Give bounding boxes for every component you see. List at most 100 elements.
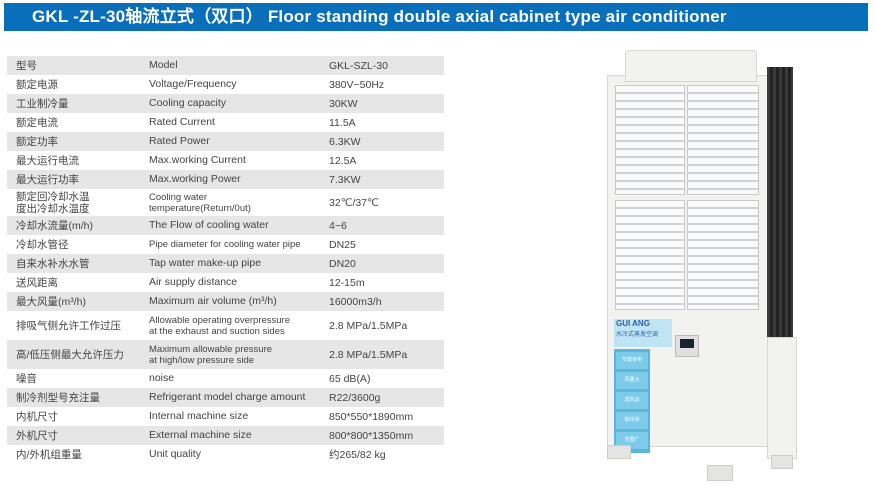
spec-table: 型号 Model GKL-SZL-30 额定电源 Voltage/Frequency 38… [7, 56, 444, 464]
feature-label: 节能省电 [616, 352, 648, 369]
spec-name-cn: 冷却水管径 [16, 238, 69, 251]
feature-label: 风量大 [616, 372, 648, 389]
spec-row: 额定电源 Voltage/Frequency 380V~50Hz [7, 75, 444, 94]
spec-name-cn: 工业制冷量 [16, 97, 69, 110]
spec-name-en: Tap water make-up pipe [149, 257, 262, 269]
foot [607, 445, 631, 459]
feature-label: 制冷快 [616, 412, 648, 429]
brand-logo: GUI ANG 水冷式蒸发空调 [614, 319, 672, 347]
spec-row: 内/外机组重量 Unit quality 约265/82 kg [7, 445, 444, 464]
air-grille [615, 85, 685, 195]
spec-name-en: Unit quality [149, 448, 201, 460]
spec-row: 最大运行功率 Max.working Power 7.3KW [7, 170, 444, 189]
air-grille [687, 200, 759, 310]
side-vent [767, 67, 793, 337]
spec-name-cn: 排吸气侧允许工作过压 [16, 319, 121, 332]
spec-name-cn: 最大运行功率 [16, 173, 79, 186]
spec-name-en: Air supply distance [149, 276, 238, 288]
spec-name-en: Rated Power [149, 135, 210, 147]
spec-row: 自来水补水水管 Tap water make-up pipe DN20 [7, 254, 444, 273]
brand-name: GUI ANG [616, 319, 650, 328]
spec-name-en: Cooling water temperature(Return/0ut) [149, 191, 251, 214]
spec-name-cn: 制冷剂型号充注量 [16, 391, 100, 404]
spec-row: 额定功率 Rated Power 6.3KW [7, 132, 444, 151]
spec-name-en: Rated Current [149, 116, 215, 128]
spec-row: 型号 Model GKL-SZL-30 [7, 56, 444, 75]
spec-value: 2.8 MPa/1.5MPa [329, 348, 408, 361]
spec-name-cn: 外机尺寸 [16, 429, 58, 442]
spec-name-cn: 冷却水流量(m/h) [16, 219, 93, 232]
spec-value: GKL-SZL-30 [329, 59, 388, 72]
spec-value: DN25 [329, 238, 356, 251]
product-image: GUI ANG 水冷式蒸发空调 节能省电 风量大 送风远 制冷快 范围广 [595, 45, 800, 485]
spec-value: 850*550*1890mm [329, 410, 414, 423]
cabinet-side [767, 337, 797, 459]
spec-name-en: The Flow of cooling water [149, 219, 269, 231]
spec-name-cn: 内/外机组重量 [16, 448, 82, 461]
spec-name-en: noise [149, 372, 175, 384]
spec-value: 30KW [329, 97, 358, 110]
foot [771, 455, 793, 469]
spec-name-en: Internal machine size [149, 410, 249, 422]
control-display [675, 335, 699, 357]
spec-name-en: Max.working Power [149, 173, 241, 185]
spec-name-cn: 额定功率 [16, 135, 58, 148]
spec-value: 2.8 MPa/1.5MPa [329, 319, 408, 332]
spec-value: 32℃/37℃ [329, 196, 379, 209]
feature-panel: 节能省电 风量大 送风远 制冷快 范围广 [614, 349, 650, 453]
spec-value: 12.5A [329, 154, 357, 167]
spec-row: 冷却水流量(m/h) The Flow of cooling water 4~6 [7, 216, 444, 235]
spec-row: 外机尺寸 External machine size 800*800*1350mm [7, 426, 444, 445]
air-grille [687, 85, 759, 195]
spec-row: 排吸气侧允许工作过压 Allowable operating overpressu… [7, 311, 444, 340]
spec-value: 4~6 [329, 219, 347, 232]
spec-name-cn: 额定回冷却水温 度出冷却水温度 [16, 190, 90, 215]
spec-name-cn: 送风距离 [16, 276, 58, 289]
foot [707, 465, 733, 481]
spec-name-cn: 内机尺寸 [16, 410, 58, 423]
spec-value: 6.3KW [329, 135, 361, 148]
spec-name-en: Voltage/Frequency [149, 78, 237, 90]
spec-value: 11.5A [329, 116, 356, 129]
spec-value: 65 dB(A) [329, 372, 371, 385]
spec-name-cn: 最大运行电流 [16, 154, 79, 167]
spec-name-en: Refrigerant model charge amount [149, 391, 306, 403]
page-title: GKL -ZL-30轴流立式（双口） Floor standing double… [4, 3, 868, 31]
spec-name-en: Pipe diameter for cooling water pipe [149, 239, 301, 250]
spec-row: 高/低压侧最大允许压力 Maximum allowable pressure at… [7, 340, 444, 369]
spec-name-en: External machine size [149, 429, 252, 441]
spec-name-cn: 噪音 [16, 372, 37, 385]
spec-name-cn: 额定电源 [16, 78, 58, 91]
spec-row: 内机尺寸 Internal machine size 850*550*1890mm [7, 407, 444, 426]
spec-row: 制冷剂型号充注量 Refrigerant model charge amount R… [7, 388, 444, 407]
spec-name-en: Maximum allowable pressure at high/low p… [149, 343, 273, 366]
spec-value: 7.3KW [329, 173, 361, 186]
spec-row: 额定电流 Rated Current 11.5A [7, 113, 444, 132]
spec-name-en: Maximum air volume (m³/h) [149, 295, 277, 307]
feature-label: 送风远 [616, 392, 648, 409]
feature-label: 范围广 [616, 432, 648, 449]
spec-value: 380V~50Hz [329, 78, 385, 91]
air-grille [615, 200, 685, 310]
spec-name-cn: 最大风量(m³/h) [16, 295, 86, 308]
spec-value: 约265/82 kg [329, 448, 386, 461]
spec-row: 最大运行电流 Max.working Current 12.5A [7, 151, 444, 170]
cabinet-top [625, 50, 757, 82]
spec-name-en: Cooling capacity [149, 97, 227, 109]
spec-row: 冷却水管径 Pipe diameter for cooling water pip… [7, 235, 444, 254]
spec-value: 16000m3/h [329, 295, 382, 308]
spec-name-en: Model [149, 59, 178, 71]
spec-value: 800*800*1350mm [329, 429, 414, 442]
spec-row: 工业制冷量 Cooling capacity 30KW [7, 94, 444, 113]
spec-name-cn: 型号 [16, 59, 37, 72]
spec-row: 送风距离 Air supply distance 12-15m [7, 273, 444, 292]
spec-row: 噪音 noise 65 dB(A) [7, 369, 444, 388]
spec-name-en: Allowable operating overpressure at the … [149, 314, 290, 337]
spec-value: 12-15m [329, 276, 365, 289]
spec-name-cn: 高/低压侧最大允许压力 [16, 348, 124, 361]
spec-row: 额定回冷却水温 度出冷却水温度 Cooling water temperature… [7, 189, 444, 216]
spec-name-cn: 自来水补水水管 [16, 257, 90, 270]
spec-value: DN20 [329, 257, 356, 270]
brand-subtitle: 水冷式蒸发空调 [616, 332, 659, 338]
spec-row: 最大风量(m³/h) Maximum air volume (m³/h) 16000… [7, 292, 444, 311]
